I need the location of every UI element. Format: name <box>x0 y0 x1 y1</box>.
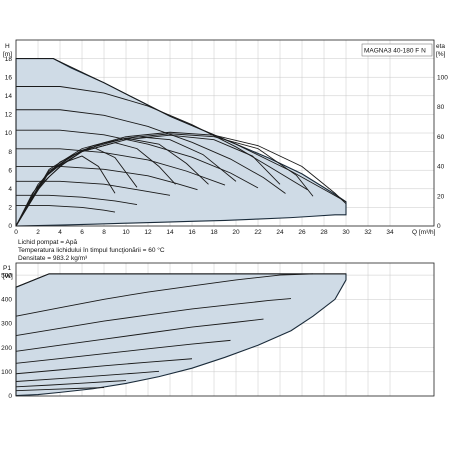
head-curve-9 <box>16 205 116 213</box>
efficiency-tick-label: 40 <box>437 164 445 171</box>
power-tick-label: 200 <box>1 345 12 352</box>
head-curve-4 <box>16 129 259 189</box>
efficiency-curve-5 <box>15 137 209 227</box>
flow-tick-label: 14 <box>166 229 174 236</box>
head-tick-label: 16 <box>5 74 13 81</box>
efficiency-tick-label: 100 <box>437 74 448 81</box>
power-curve-1 <box>15 273 346 288</box>
head-tick-label: 6 <box>8 167 12 174</box>
flow-axis-ticks: 0 2 4 6 8 10 12 14 16 18 20 22 24 26 28 30 32 34 <box>14 229 394 236</box>
head-tick-label: 14 <box>5 93 13 100</box>
efficiency-axis-unit: [%] <box>436 51 446 58</box>
efficiency-curve-7 <box>15 146 138 227</box>
head-tick-label: 12 <box>5 112 13 119</box>
fluid-note: Lichid pompat = Apă <box>18 239 77 246</box>
head-axis-label: H <box>5 43 10 50</box>
power-axis-ticks: 0 100 200 300 400 500 <box>1 272 12 400</box>
flow-tick-label: 0 <box>14 229 18 236</box>
flow-tick-label: 32 <box>364 229 372 236</box>
power-tick-label: 400 <box>1 296 12 303</box>
efficiency-curve-8 <box>15 155 116 227</box>
efficiency-axis-ticks: 0 20 40 60 80 100 <box>437 74 448 230</box>
head-tick-label: 10 <box>5 130 13 137</box>
flow-tick-label: 2 <box>36 229 40 236</box>
efficiency-tick-label: 60 <box>437 134 445 141</box>
power-tick-label: 500 <box>1 272 12 279</box>
head-tick-label: 0 <box>8 223 12 230</box>
efficiency-curve-6 <box>15 142 176 227</box>
head-curve-5 <box>16 148 226 186</box>
power-axis-label: P1 <box>3 265 11 272</box>
flow-tick-label: 12 <box>144 229 152 236</box>
power-tick-label: 300 <box>1 321 12 328</box>
power-curve-2 <box>15 273 314 317</box>
power-curve-4 <box>15 318 264 352</box>
head-axis-ticks: 0 2 4 6 8 10 12 14 16 18 <box>5 56 13 230</box>
power-curve-7 <box>15 370 160 382</box>
flow-tick-label: 24 <box>276 229 284 236</box>
head-curve-2 <box>16 86 308 191</box>
flow-axis-label: Q [m³/h] <box>412 229 436 236</box>
flow-tick-label: 30 <box>342 229 350 236</box>
flow-tick-label: 28 <box>320 229 328 236</box>
power-curve-9 <box>15 387 105 392</box>
power-tick-label: 100 <box>1 369 12 376</box>
flow-tick-label: 20 <box>232 229 240 236</box>
power-chart-frame <box>15 262 435 397</box>
head-curve-8 <box>16 194 138 206</box>
flow-tick-label: 16 <box>188 229 196 236</box>
efficiency-tick-label: 0 <box>437 223 441 230</box>
efficiency-axis-label: eta <box>436 43 445 50</box>
head-curve-3 <box>16 109 286 194</box>
power-curve-6 <box>15 358 193 375</box>
power-axis-unit: [W] <box>3 273 13 280</box>
head-tick-label: 18 <box>5 56 13 63</box>
power-curve-8 <box>15 380 127 388</box>
power-curves <box>15 273 346 392</box>
head-tick-label: 2 <box>8 205 12 212</box>
chart-title: MAGNA3 40-180 F N <box>364 48 426 55</box>
efficiency-curves <box>15 131 347 227</box>
head-tick-label: 4 <box>8 186 12 193</box>
flow-tick-label: 8 <box>102 229 106 236</box>
flow-tick-label: 6 <box>80 229 84 236</box>
efficiency-tick-label: 80 <box>437 104 445 111</box>
power-tick-label: 0 <box>8 393 12 400</box>
flow-tick-label: 4 <box>58 229 62 236</box>
model-label-box <box>361 43 433 57</box>
power-curve-5 <box>15 339 231 364</box>
density-note: Densitate = 983.2 kg/m³ <box>18 255 88 262</box>
head-axis-unit: [m] <box>3 51 12 58</box>
flow-tick-label: 22 <box>254 229 262 236</box>
temperature-note: Temperatura lichidului în timpul funcţio… <box>18 246 165 254</box>
efficiency-tick-label: 20 <box>437 193 445 200</box>
head-chart-frame <box>15 39 435 227</box>
power-chart: 0 100 200 300 400 500 P1 [W] <box>1 262 435 400</box>
flow-tick-label: 18 <box>210 229 218 236</box>
flow-tick-label: 34 <box>386 229 394 236</box>
head-tick-label: 8 <box>8 149 12 156</box>
flow-tick-label: 26 <box>298 229 306 236</box>
power-curve-3 <box>15 298 292 336</box>
flow-tick-label: 10 <box>122 229 130 236</box>
